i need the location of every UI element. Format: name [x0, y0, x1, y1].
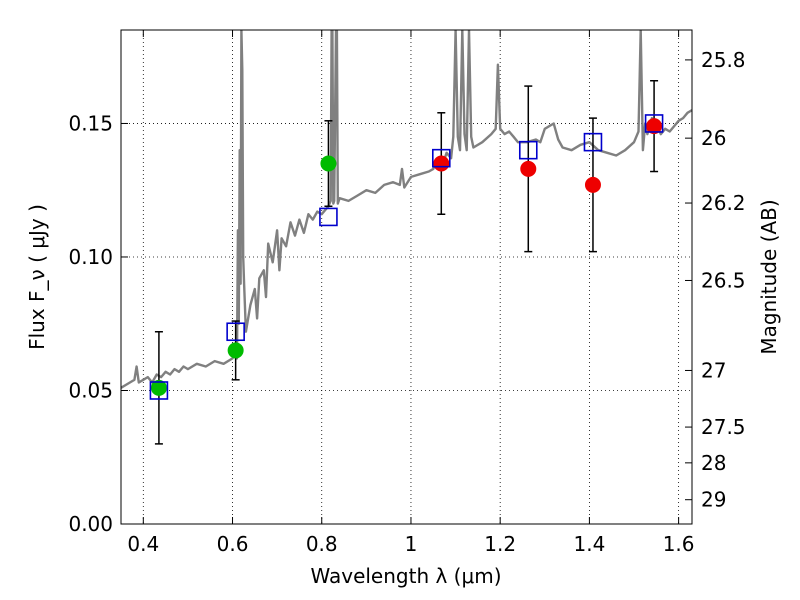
y-tick-label: 0.15 [68, 111, 113, 135]
y-tick-label: 0.00 [68, 512, 113, 536]
x-tick-label: 1 [405, 532, 418, 556]
y-tick-label: 0.05 [68, 378, 113, 402]
plot-frame [120, 29, 693, 525]
x-tick-label: 1.2 [484, 532, 516, 556]
model-square-marker [431, 148, 451, 168]
grid-lines [121, 30, 692, 525]
plot-area [121, 30, 692, 445]
x-tick-label: 1.6 [663, 532, 695, 556]
red-data-point [646, 118, 663, 135]
y2-tick-label: 26 [701, 126, 726, 150]
model-square-marker [518, 140, 538, 160]
x-tick-label: 1.4 [573, 532, 605, 556]
model-square-marker [644, 114, 664, 133]
y2-tick-label: 27 [701, 358, 726, 382]
red-data-point [433, 155, 450, 172]
y-axis-label: Flux F_ν ( μJy ) [25, 204, 49, 350]
red-data-point [520, 160, 537, 177]
model-square-marker [226, 322, 245, 342]
red-data-point [584, 176, 601, 193]
sed-model-line [121, 30, 692, 389]
y2-tick-label: 28 [701, 451, 726, 475]
green-data-point [320, 155, 337, 172]
y2-tick-label: 29 [701, 488, 726, 512]
model-square-marker [149, 381, 169, 400]
x-tick-label: 0.8 [306, 532, 338, 556]
axes: 0.4 0.6 0.8 1 1.2 1.4 1.6 0.00 0.05 0.10 0.15 25.8 2… [68, 30, 746, 556]
green-data-point [227, 342, 244, 359]
y2-tick-label: 27.5 [701, 415, 746, 439]
model-square-marker [583, 132, 603, 152]
x-tick-label: 0.6 [217, 532, 249, 556]
y2-tick-label: 26.5 [701, 268, 746, 292]
y2-tick-label: 25.8 [701, 48, 746, 72]
y2-axis-label: Magnitude (AB) [757, 199, 781, 354]
model-square-marker [319, 207, 338, 227]
x-tick-label: 0.4 [127, 532, 159, 556]
y2-tick-label: 26.2 [701, 191, 746, 215]
green-data-point [150, 379, 167, 396]
y-tick-label: 0.10 [68, 245, 113, 269]
x-axis-label: Wavelength λ (μm) [310, 564, 501, 588]
